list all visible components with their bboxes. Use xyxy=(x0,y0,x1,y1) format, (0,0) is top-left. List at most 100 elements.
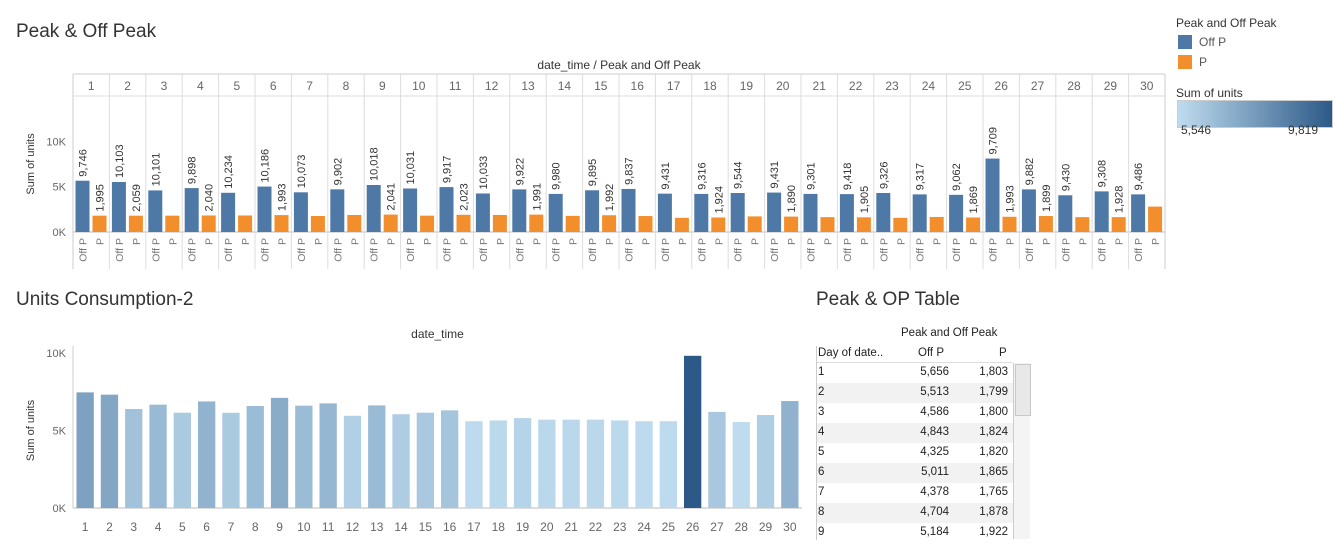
table-scrollbar-thumb[interactable] xyxy=(1015,364,1031,416)
p-data-label: 2,059 xyxy=(131,184,143,212)
day-header: 17 xyxy=(667,79,681,93)
sub-label-p: P xyxy=(240,238,252,245)
off-p-bar xyxy=(1131,194,1146,232)
p-bar xyxy=(784,216,799,232)
p-data-label: 1,992 xyxy=(604,184,616,212)
consumption-bar xyxy=(343,415,362,508)
p-data-label: 2,041 xyxy=(386,183,398,211)
sub-label-p: P xyxy=(859,238,871,245)
p-bar xyxy=(602,215,617,232)
off-p-data-label: 9,837 xyxy=(624,157,636,185)
legend-label: Off P xyxy=(1199,35,1227,49)
table-cell-day: 9 xyxy=(818,526,825,538)
table-cell-off-p: 5,656 xyxy=(920,366,949,378)
p-data-label: 1,995 xyxy=(95,184,107,212)
sub-label-p: P xyxy=(313,238,325,245)
off-p-data-label: 9,308 xyxy=(1097,160,1109,188)
p-bar xyxy=(128,215,143,232)
sub-label-p: P xyxy=(1041,238,1053,245)
sub-label-off-p: Off P xyxy=(988,238,1000,262)
x-tick-label: 24 xyxy=(637,520,651,534)
table-row[interactable]: 2 5,513 1,799 xyxy=(817,383,1013,403)
off-p-bar xyxy=(694,193,709,232)
table-scrollbar[interactable] xyxy=(1013,363,1031,539)
consumption-bar xyxy=(732,422,750,508)
p-data-label: 2,023 xyxy=(459,183,471,211)
table-cell-p: 1,799 xyxy=(979,386,1008,398)
sub-label-off-p: Off P xyxy=(442,238,454,262)
off-p-bar xyxy=(293,192,308,232)
table-col-header-off-p[interactable]: Off P xyxy=(918,347,944,359)
sub-label-off-p: Off P xyxy=(478,238,490,262)
sub-label-off-p: Off P xyxy=(551,238,563,262)
p-bar xyxy=(893,217,908,232)
p-bar xyxy=(929,216,944,232)
table-cell-day: 1 xyxy=(818,366,825,378)
off-p-data-label: 9,709 xyxy=(988,127,1000,155)
sub-label-p: P xyxy=(750,238,762,245)
p-data-label: 1,890 xyxy=(786,185,798,213)
p-bar xyxy=(420,215,435,232)
off-p-data-label: 9,922 xyxy=(514,158,526,186)
legend-item-p[interactable]: P xyxy=(1178,55,1207,69)
consumption-bar xyxy=(586,419,605,508)
p-bar xyxy=(310,215,325,232)
p-bar xyxy=(966,217,981,232)
sub-label-off-p: Off P xyxy=(769,238,781,262)
table-row[interactable]: 8 4,704 1,878 xyxy=(817,503,1013,523)
sub-label-off-p: Off P xyxy=(114,238,126,262)
table-cell-p: 1,865 xyxy=(979,466,1008,478)
table-row[interactable]: 5 4,325 1,820 xyxy=(817,443,1013,463)
table-col-header-day[interactable]: Day of date.. xyxy=(818,347,884,359)
day-header: 19 xyxy=(740,79,754,93)
off-p-bar xyxy=(767,192,782,232)
consumption-bar xyxy=(270,397,289,508)
table-row[interactable]: 7 4,378 1,765 xyxy=(817,483,1013,503)
table-row[interactable]: 6 5,011 1,865 xyxy=(817,463,1013,483)
x-tick-label: 28 xyxy=(735,520,749,534)
table-body: 1 5,656 1,803 2 5,513 1,799 3 4,586 1,800 4 4,843 1… xyxy=(817,363,1013,540)
p-bar xyxy=(565,215,580,232)
sub-label-off-p: Off P xyxy=(696,238,708,262)
consumption-bar xyxy=(246,405,264,508)
sub-label-p: P xyxy=(349,238,361,245)
table-row[interactable]: 3 4,586 1,800 xyxy=(817,403,1013,423)
day-header: 13 xyxy=(521,79,535,93)
x-tick-label: 15 xyxy=(419,520,433,534)
off-p-data-label: 9,326 xyxy=(878,161,890,189)
table-row[interactable]: 9 5,184 1,922 xyxy=(817,523,1013,540)
sub-label-p: P xyxy=(786,238,798,245)
table-row[interactable]: 1 5,656 1,803 xyxy=(817,363,1013,383)
off-p-data-label: 9,895 xyxy=(587,159,599,187)
sub-label-p: P xyxy=(459,238,471,245)
consumption-bar xyxy=(368,405,386,508)
sub-label-p: P xyxy=(1077,238,1089,245)
off-p-bar xyxy=(548,193,563,232)
table-col-header-p[interactable]: P xyxy=(999,347,1007,359)
consumption-bar xyxy=(489,420,507,508)
table-cell-p: 1,820 xyxy=(979,446,1008,458)
off-p-data-label: 9,430 xyxy=(1060,164,1072,192)
legend-item-off-p[interactable]: Off P xyxy=(1178,35,1226,49)
day-header: 28 xyxy=(1067,79,1081,93)
p-bar xyxy=(238,215,253,232)
sub-label-p: P xyxy=(895,238,907,245)
y-tick-label: 10K xyxy=(46,348,66,360)
consumption-bar xyxy=(295,405,313,508)
day-header: 6 xyxy=(270,79,277,93)
table-header-divider xyxy=(816,362,1012,363)
table-cell-p: 1,922 xyxy=(979,526,1008,538)
table-row[interactable]: 4 4,843 1,824 xyxy=(817,423,1013,443)
p-bar xyxy=(856,217,871,232)
day-header: 16 xyxy=(631,79,645,93)
off-p-bar xyxy=(985,158,1000,232)
consumption-bar xyxy=(222,412,240,508)
sub-label-off-p: Off P xyxy=(878,238,890,262)
bottom-chart-title: Units Consumption-2 xyxy=(16,289,194,310)
x-tick-label: 27 xyxy=(710,520,724,534)
p-bar xyxy=(1148,206,1163,232)
p-bar xyxy=(747,216,762,232)
table-cell-day: 4 xyxy=(818,426,825,438)
sub-label-p: P xyxy=(823,238,835,245)
off-p-bar xyxy=(1021,189,1036,232)
